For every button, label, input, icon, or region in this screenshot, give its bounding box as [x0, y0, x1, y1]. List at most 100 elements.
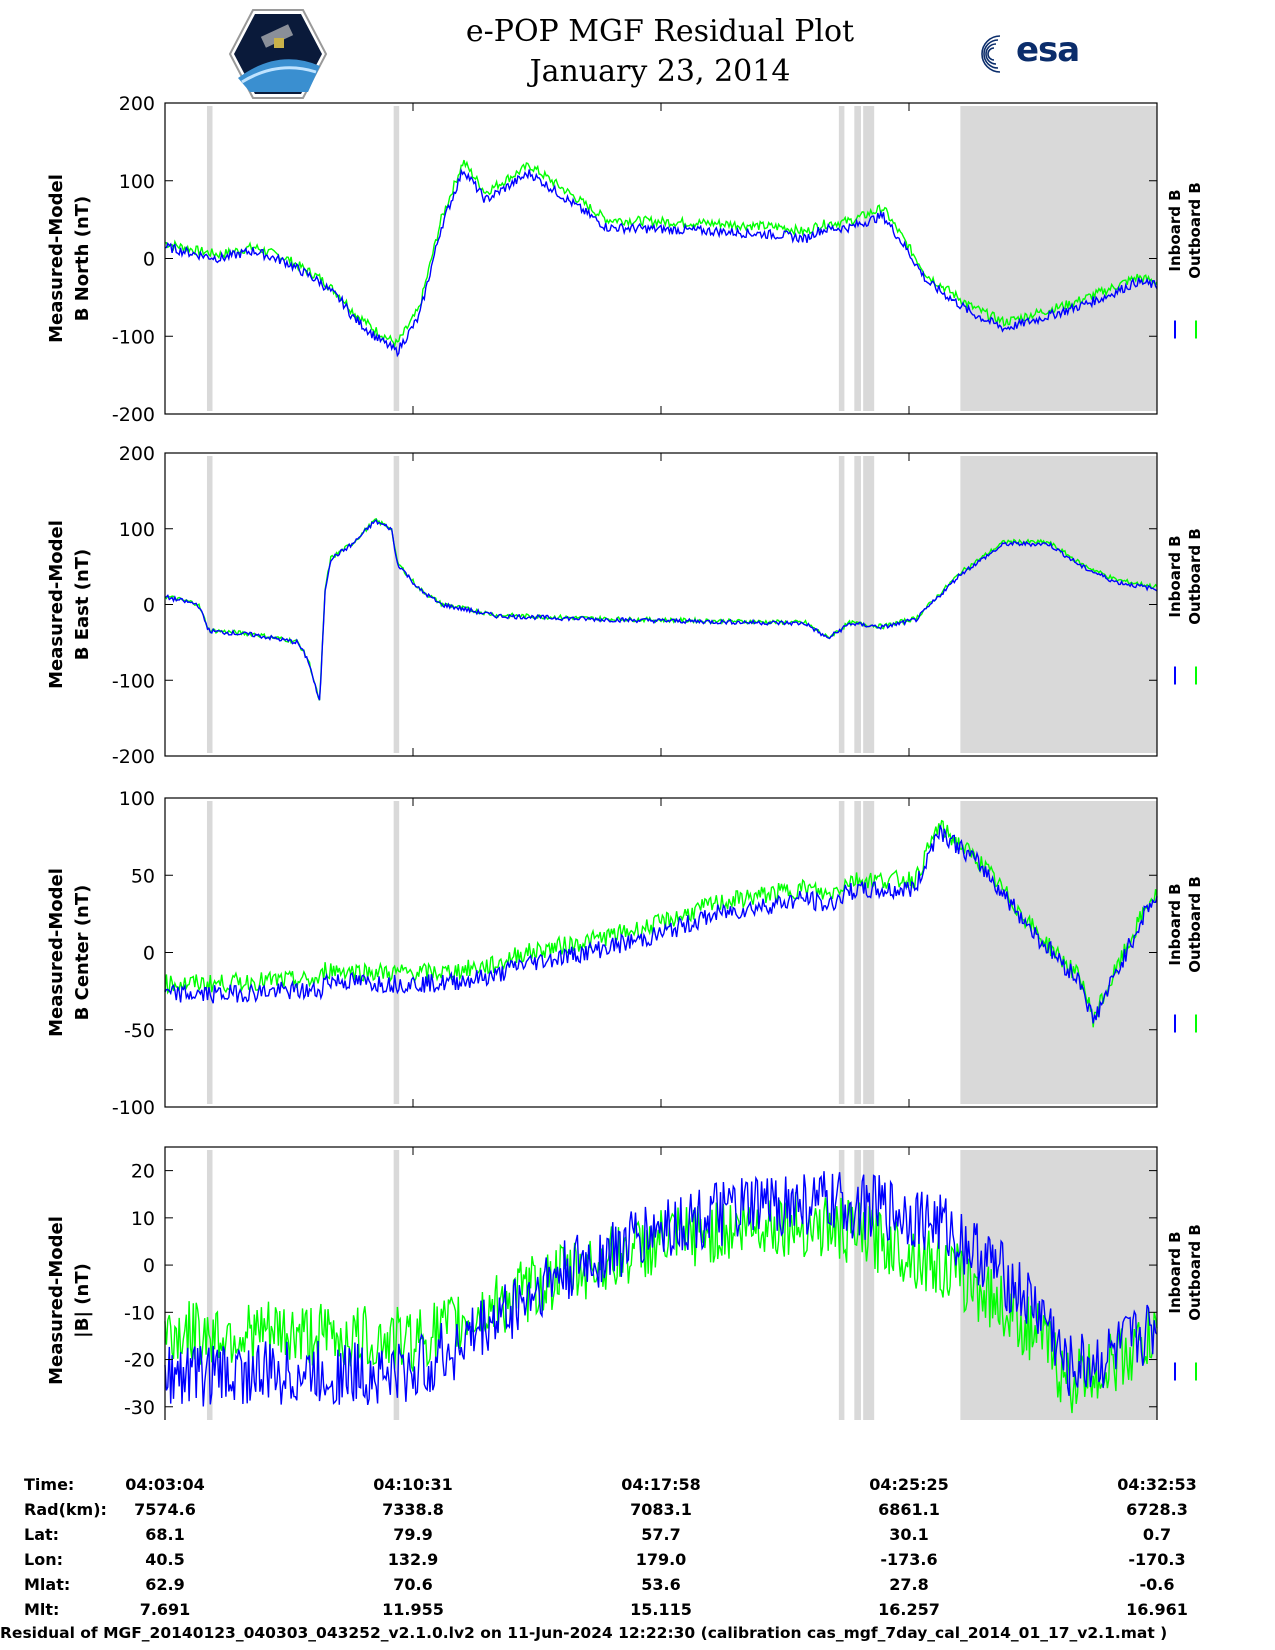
table-cell: 57.7	[641, 1525, 681, 1544]
series-line-inboard	[164, 167, 1158, 358]
legend-label-inboard: Inboard B	[1166, 1231, 1184, 1313]
y-tick-label: 100	[119, 519, 155, 541]
table-cell: 30.1	[889, 1525, 929, 1544]
y-tick-label: 50	[131, 865, 155, 887]
y-tick-label: -20	[124, 1350, 155, 1372]
esa-logo-icon	[981, 35, 1001, 73]
y-axis-label: Measured-Model	[46, 1216, 67, 1385]
table-cell: 6861.1	[878, 1500, 940, 1519]
esa-logo-text: esa	[1016, 30, 1080, 70]
table-cell: 04:32:53	[1117, 1475, 1197, 1494]
table-row-label: Mlat:	[24, 1575, 71, 1594]
y-tick-label: 10	[131, 1208, 155, 1230]
legend-label-outboard: Outboard B	[1186, 1224, 1204, 1321]
data-gap-band	[854, 456, 861, 753]
y-axis-label: Measured-Model	[46, 520, 67, 689]
series-line-outboard	[164, 1192, 1158, 1414]
data-gap-band	[863, 456, 875, 753]
data-gap-band	[206, 801, 213, 1104]
table-cell: 11.955	[382, 1600, 444, 1619]
table-cell: 04:03:04	[125, 1475, 205, 1494]
table-cell: 0.7	[1142, 1525, 1172, 1544]
table-cell: 53.6	[641, 1575, 681, 1594]
data-gap-band	[854, 106, 861, 411]
cassiope-logo-icon	[228, 9, 328, 99]
data-gap-band	[863, 106, 875, 411]
table-cell: -0.6	[1139, 1575, 1175, 1594]
table-cell: 6728.3	[1126, 1500, 1188, 1519]
table-cell: 7338.8	[382, 1500, 444, 1519]
y-tick-label: -200	[112, 746, 155, 768]
data-gap-band	[206, 456, 213, 753]
table-cell: 179.0	[635, 1550, 687, 1569]
data-gap-band	[838, 106, 845, 411]
chart-date: January 23, 2014	[529, 54, 791, 89]
table-row-label: Mlt:	[24, 1600, 60, 1619]
table-cell: 16.961	[1126, 1600, 1188, 1619]
table-cell: 16.257	[878, 1600, 940, 1619]
legend-label-outboard: Outboard B	[1186, 876, 1204, 973]
legend-label-inboard: Inboard B	[1166, 189, 1184, 271]
y-axis-label: B East (nT)	[72, 549, 93, 661]
legend-label-inboard: Inboard B	[1166, 883, 1184, 965]
data-gap-band	[854, 801, 861, 1104]
data-gap-band	[960, 106, 1157, 411]
y-tick-label: 100	[119, 788, 155, 810]
data-gap-band	[393, 456, 400, 753]
data-gap-band	[854, 1150, 861, 1420]
table-cell: 04:10:31	[373, 1475, 453, 1494]
table-cell: 132.9	[387, 1550, 439, 1569]
y-tick-label: 0	[143, 943, 155, 965]
data-gap-band	[863, 801, 875, 1104]
table-cell: -170.3	[1128, 1550, 1186, 1569]
legend-label-inboard: Inboard B	[1166, 535, 1184, 617]
data-gap-band	[838, 801, 845, 1104]
table-cell: -173.6	[880, 1550, 938, 1569]
table-cell: 40.5	[145, 1550, 185, 1569]
table-cell: 7.691	[139, 1600, 191, 1619]
table-row-label: Lon:	[24, 1550, 63, 1569]
table-cell: 62.9	[145, 1575, 185, 1594]
data-gap-band	[393, 1150, 400, 1420]
table-cell: 7083.1	[630, 1500, 692, 1519]
table-cell: 27.8	[889, 1575, 929, 1594]
chart-title: e-POP MGF Residual Plot	[465, 14, 855, 49]
data-gap-band	[863, 1150, 875, 1420]
data-gap-band	[393, 106, 400, 411]
series-line-inboard	[164, 825, 1158, 1024]
series-line-outboard	[164, 819, 1158, 1028]
table-row-label: Lat:	[24, 1525, 60, 1544]
data-gap-band	[960, 456, 1157, 753]
y-tick-label: -100	[112, 670, 155, 692]
series-line-inboard	[164, 518, 1158, 701]
y-tick-label: -100	[112, 326, 155, 348]
table-cell: 7574.6	[134, 1500, 196, 1519]
legend-label-outboard: Outboard B	[1186, 182, 1204, 279]
y-tick-label: 200	[119, 93, 155, 115]
y-tick-label: 0	[143, 249, 155, 271]
table-row-label: Rad(km):	[24, 1500, 107, 1519]
data-gap-band	[393, 801, 400, 1104]
table-cell: 70.6	[393, 1575, 433, 1594]
y-tick-label: -30	[124, 1397, 155, 1419]
series-line-inboard	[164, 1171, 1158, 1407]
legend-label-outboard: Outboard B	[1186, 528, 1204, 625]
y-axis-label: B Center (nT)	[72, 885, 93, 1021]
y-tick-label: -10	[124, 1302, 155, 1324]
y-tick-label: 20	[131, 1161, 155, 1183]
y-tick-label: -50	[124, 1020, 155, 1042]
footer-caption: Residual of MGF_20140123_040303_043252_v…	[0, 1624, 1168, 1642]
y-tick-label: -100	[112, 1097, 155, 1119]
table-row-label: Time:	[24, 1475, 75, 1494]
data-gap-band	[206, 1150, 213, 1420]
data-gap-band	[838, 1150, 845, 1420]
y-tick-label: 0	[143, 595, 155, 617]
table-cell: 68.1	[145, 1525, 185, 1544]
y-tick-label: 100	[119, 171, 155, 193]
y-axis-label: |B| (nT)	[72, 1263, 93, 1338]
series-line-outboard	[164, 159, 1158, 349]
table-cell: 04:25:25	[869, 1475, 949, 1494]
y-axis-label: Measured-Model	[46, 174, 67, 343]
table-cell: 79.9	[393, 1525, 433, 1544]
